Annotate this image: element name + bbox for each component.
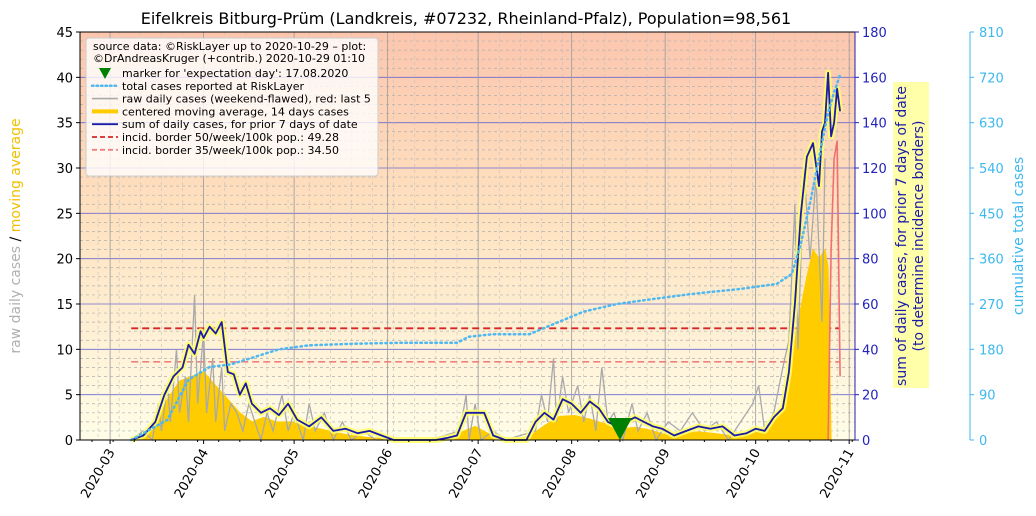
raw-last5-line <box>827 140 841 441</box>
legend-item: raw daily cases (weekend-flawed), red: l… <box>92 93 371 106</box>
legend-item: total cases reported at RiskLayer <box>90 80 305 93</box>
y-left-tick-label: 45 <box>56 26 73 41</box>
y-far-right-tick-label: 360 <box>979 253 1004 268</box>
legend-items: marker for 'expectation day': 17.08.2020… <box>90 67 371 157</box>
legend-header-1: source data: ©RiskLayer up to 2020-10-29… <box>93 40 366 53</box>
right-axis-label-box <box>893 82 929 388</box>
legend-box <box>85 37 379 177</box>
cumulative-total-line <box>129 73 842 442</box>
x-tick-label: 2020-03 <box>78 447 118 502</box>
legend-item-label: centered moving average, 14 days cases <box>122 105 349 118</box>
y-left-tick-label: 20 <box>56 253 73 268</box>
y-far-right-tick-label: 90 <box>979 389 996 404</box>
x-tick-label: 2020-10 <box>724 447 764 502</box>
y-far-right-tick-label: 180 <box>979 343 1004 358</box>
y-left-tick-label: 30 <box>56 162 73 177</box>
y-far-right-tick-label: 540 <box>979 162 1004 177</box>
legend-item: sum of daily cases, for prior 7 days of … <box>92 118 358 131</box>
y-left-tick-label: 35 <box>56 117 73 132</box>
y-right-tick-label: 100 <box>862 207 887 222</box>
y-left-tick-label: 5 <box>65 389 73 404</box>
legend: source data: ©RiskLayer up to 2020-10-29… <box>85 37 379 177</box>
legend-item: marker for 'expectation day': 17.08.2020 <box>99 67 348 80</box>
y-far-right-tick-label: 720 <box>979 71 1004 86</box>
y-right-tick-label: 160 <box>862 71 887 86</box>
legend-item-label: sum of daily cases, for prior 7 days of … <box>122 118 358 131</box>
expectation-marker-layer <box>607 418 632 440</box>
y-right-tick-label: 20 <box>862 389 879 404</box>
left-axis-label-raw: raw daily cases <box>8 246 24 354</box>
x-tick-label: 2020-04 <box>172 447 212 502</box>
y-right-tick-label: 180 <box>862 26 887 41</box>
y-right-tick-label: 40 <box>862 343 879 358</box>
y-left-tick-label: 25 <box>56 207 73 222</box>
y-right-tick-label: 60 <box>862 298 879 313</box>
legend-item-label: marker for 'expectation day': 17.08.2020 <box>122 67 348 80</box>
x-tick-label: 2020-09 <box>633 447 673 502</box>
right-axis-label-line2: (to determine incidence borders) <box>911 121 927 352</box>
left-axis-label: raw daily cases / moving average <box>8 118 24 353</box>
y-far-right-tick-label: 0 <box>979 434 987 449</box>
x-tick-label: 2020-05 <box>262 447 302 502</box>
cumulative-layer <box>129 73 842 442</box>
y-left-tick-label: 40 <box>56 71 73 86</box>
legend-header-2: ©DrAndreasKruger (+contrib.) 2020-10-29 … <box>93 52 365 65</box>
left-axis-label-sep: / <box>8 232 24 246</box>
right-axis-label-line1: sum of daily cases, for prior 7 days of … <box>894 86 910 386</box>
legend-item: incid. border 50/week/100k pop.: 49.28 <box>92 131 339 144</box>
chart-title: Eifelkreis Bitburg-Prüm (Landkreis, #072… <box>141 9 791 28</box>
incidence-border-lines <box>131 327 841 363</box>
y-far-right-tick-label: 270 <box>979 298 1004 313</box>
y-far-right-tick-label: 810 <box>979 26 1004 41</box>
y-right-tick-label: 80 <box>862 253 879 268</box>
legend-item-label: incid. border 50/week/100k pop.: 49.28 <box>122 131 339 144</box>
legend-swatch-marker <box>99 68 111 79</box>
y-left-tick-label: 15 <box>56 298 73 313</box>
expectation-day-marker <box>607 418 632 440</box>
y-left-tick-label: 0 <box>65 434 73 449</box>
y-right-tick-label: 120 <box>862 162 887 177</box>
legend-item-label: incid. border 35/week/100k pop.: 34.50 <box>122 144 339 157</box>
y-far-right-tick-label: 450 <box>979 207 1004 222</box>
x-tick-label: 2020-08 <box>540 447 580 502</box>
y-left-tick-label: 10 <box>56 343 73 358</box>
x-tick-label: 2020-06 <box>356 447 396 502</box>
x-tick-label: 2020-11 <box>817 447 857 502</box>
legend-item: incid. border 35/week/100k pop.: 34.50 <box>92 144 339 157</box>
far-right-axis-label: cumulative total cases <box>1011 157 1027 315</box>
x-tick-label: 2020-07 <box>446 447 486 502</box>
legend-item: centered moving average, 14 days cases <box>92 105 349 118</box>
y-right-tick-label: 140 <box>862 117 887 132</box>
left-axis-label-ma: moving average <box>8 118 24 232</box>
legend-item-label: total cases reported at RiskLayer <box>122 80 305 93</box>
y-far-right-tick-label: 630 <box>979 117 1004 132</box>
legend-item-label: raw daily cases (weekend-flawed), red: l… <box>122 93 371 106</box>
y-right-tick-label: 0 <box>862 434 870 449</box>
